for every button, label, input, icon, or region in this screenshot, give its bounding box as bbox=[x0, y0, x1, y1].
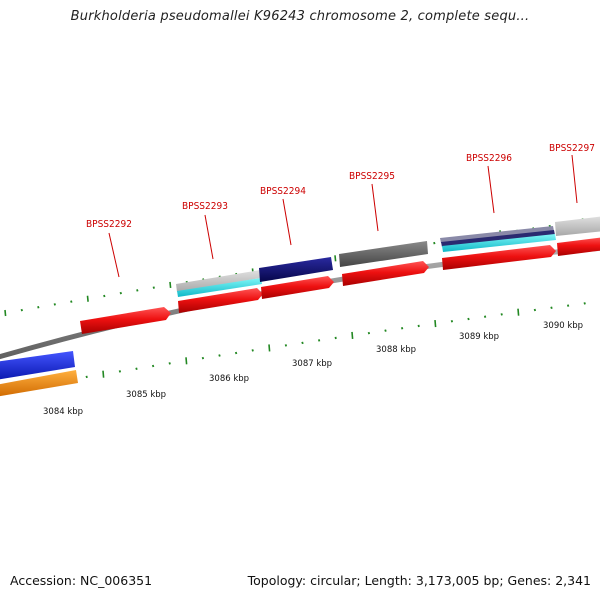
scale-tick-29 bbox=[500, 313, 503, 316]
scale-tick-27 bbox=[467, 317, 470, 321]
scale-tick-32 bbox=[550, 306, 553, 310]
outer-tick-3 bbox=[53, 303, 56, 306]
scale-labels: 3084 kbp 3085 kbp 3086 kbp 3087 kbp 3088… bbox=[43, 321, 583, 417]
scale-tick-4 bbox=[85, 375, 88, 379]
scale-tick-25 bbox=[434, 320, 437, 328]
scale-label-3090: 3090 kbp bbox=[543, 321, 583, 331]
scale-tick-26 bbox=[450, 320, 454, 323]
outer-tick-6 bbox=[103, 294, 106, 298]
scale-tick-track bbox=[19, 302, 586, 392]
scale-tick-7 bbox=[135, 367, 138, 370]
gene-leaders bbox=[108, 154, 578, 278]
cds-track bbox=[80, 237, 600, 334]
feature-gray-2295[interactable] bbox=[339, 241, 428, 267]
map-title: Burkholderia pseudomallei K96243 chromos… bbox=[70, 9, 530, 24]
scale-tick-6 bbox=[118, 370, 122, 373]
outer-tick-4 bbox=[70, 300, 73, 303]
outer-tick-26 bbox=[433, 241, 436, 245]
scale-tick-8 bbox=[151, 364, 155, 368]
scale-tick-20 bbox=[351, 331, 354, 340]
gene-labels: BPSS2292 BPSS2293 BPSS2294 BPSS2295 BPSS… bbox=[86, 143, 595, 230]
scale-tick-9 bbox=[168, 362, 171, 365]
scale-tick-24 bbox=[417, 324, 420, 328]
scale-tick-28 bbox=[483, 315, 487, 318]
scale-tick-14 bbox=[251, 349, 254, 352]
feature-lightgray-2297[interactable] bbox=[555, 216, 600, 236]
scale-tick-12 bbox=[218, 354, 221, 357]
accession-text: Accession: NC_006351 bbox=[10, 573, 153, 588]
scale-tick-10 bbox=[185, 357, 188, 365]
scale-tick-11 bbox=[201, 356, 205, 360]
feature-orange[interactable] bbox=[0, 370, 78, 397]
outer-tick-1 bbox=[20, 308, 23, 312]
scale-tick-30 bbox=[517, 308, 520, 316]
feature-lightgray-2293[interactable] bbox=[176, 270, 261, 292]
outer-tick-9 bbox=[152, 286, 155, 289]
scale-label-3087: 3087 kbp bbox=[292, 359, 332, 369]
scale-tick-33 bbox=[566, 304, 570, 307]
scale-tick-16 bbox=[284, 344, 288, 347]
scale-tick-22 bbox=[384, 329, 387, 332]
scale-label-3089: 3089 kbp bbox=[459, 332, 499, 342]
scale-tick-19 bbox=[334, 336, 337, 340]
scale-tick-31 bbox=[533, 308, 537, 312]
gene-label-2293[interactable]: BPSS2293 bbox=[182, 201, 228, 212]
cds-arrow-2293[interactable] bbox=[178, 288, 263, 313]
scale-tick-13 bbox=[234, 351, 238, 355]
outer-tick-5 bbox=[86, 295, 89, 302]
scale-label-3084: 3084 kbp bbox=[43, 407, 83, 417]
outer-tick-2 bbox=[37, 305, 40, 309]
outer-tick-20 bbox=[334, 255, 337, 262]
gene-label-2292[interactable]: BPSS2292 bbox=[86, 219, 132, 230]
outer-tick-7 bbox=[119, 291, 122, 295]
feature-navy-2294[interactable] bbox=[259, 257, 333, 282]
feature-blue[interactable] bbox=[0, 351, 75, 380]
scale-tick-17 bbox=[301, 341, 304, 345]
feature-cyan-2293[interactable] bbox=[177, 278, 262, 297]
scale-label-3088: 3088 kbp bbox=[376, 345, 416, 355]
scale-label-3086: 3086 kbp bbox=[209, 374, 249, 384]
scale-label-3085: 3085 kbp bbox=[126, 390, 166, 400]
scale-tick-15 bbox=[268, 344, 271, 352]
genome-summary-text: Topology: circular; Length: 3,173,005 bp… bbox=[247, 573, 591, 588]
cds-arrow-2297[interactable] bbox=[557, 237, 600, 256]
gene-label-2296[interactable]: BPSS2296 bbox=[466, 153, 512, 164]
scale-tick-23 bbox=[400, 327, 404, 330]
feature-track-upper bbox=[176, 216, 600, 297]
cds-arrow-2294[interactable] bbox=[261, 276, 334, 299]
feature-track-left bbox=[0, 351, 78, 397]
outer-tick-0 bbox=[4, 309, 7, 317]
gene-label-2297[interactable]: BPSS2297 bbox=[549, 143, 595, 154]
gene-label-2295[interactable]: BPSS2295 bbox=[349, 171, 395, 182]
scale-tick-34 bbox=[583, 302, 586, 305]
cds-arrow-2296[interactable] bbox=[442, 245, 556, 270]
outer-tick-8 bbox=[136, 289, 139, 292]
scale-tick-5 bbox=[102, 370, 105, 378]
outer-tick-10 bbox=[169, 281, 172, 288]
scale-tick-18 bbox=[317, 339, 321, 342]
scale-tick-21 bbox=[367, 331, 371, 335]
cds-arrow-2295[interactable] bbox=[342, 261, 429, 286]
feature-multi-2296[interactable] bbox=[440, 226, 554, 243]
feature-cyan-2296[interactable] bbox=[442, 234, 556, 252]
gene-label-2294[interactable]: BPSS2294 bbox=[260, 186, 306, 197]
feature-navy-2296[interactable] bbox=[441, 230, 555, 247]
cds-arrow-2292[interactable] bbox=[80, 307, 171, 334]
